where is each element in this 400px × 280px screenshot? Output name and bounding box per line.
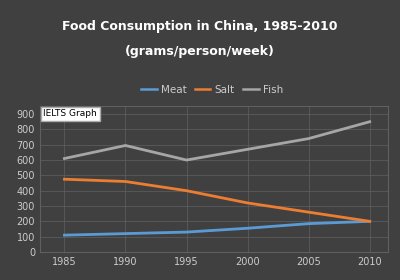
Legend: Meat, Salt, Fish: Meat, Salt, Fish [137,81,287,99]
Text: IELTS Graph: IELTS Graph [44,109,97,118]
Text: Food Consumption in China, 1985-2010: Food Consumption in China, 1985-2010 [62,20,338,32]
Text: (grams/person/week): (grams/person/week) [125,45,275,58]
